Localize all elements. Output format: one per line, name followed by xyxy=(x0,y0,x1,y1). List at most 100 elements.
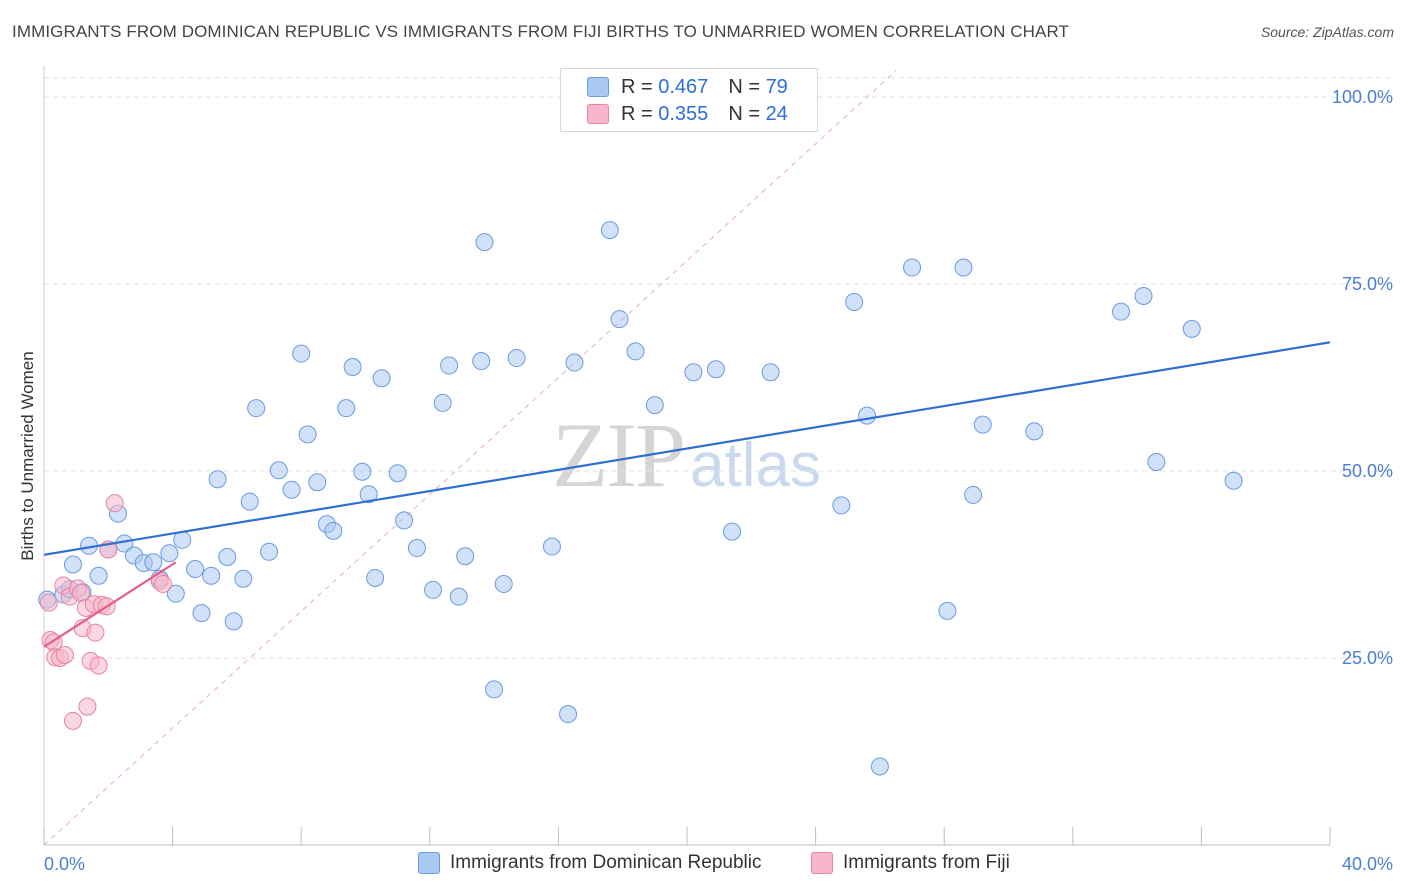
dominican-point xyxy=(63,555,82,574)
legend-n-label: N = xyxy=(728,102,760,125)
dominican-point xyxy=(247,399,266,418)
dominican-point xyxy=(337,399,356,418)
chart-title: IMMIGRANTS FROM DOMINICAN REPUBLIC VS IM… xyxy=(12,22,1070,41)
fiji-point xyxy=(153,574,172,593)
dominican-point xyxy=(202,566,221,585)
y-tick-label: 50.0% xyxy=(1342,461,1393,481)
legend-r-value: 0.355 xyxy=(658,102,709,125)
dominican-point xyxy=(166,584,185,603)
legend-r-label: R = xyxy=(621,102,653,125)
dominican-point xyxy=(938,601,957,620)
x-tick-label: 40.0% xyxy=(1342,854,1393,874)
data-points xyxy=(38,221,1243,776)
legend-row-fiji: R = 0.355 N = 24 xyxy=(587,102,788,126)
dominican-point xyxy=(359,485,378,504)
dominican-point xyxy=(706,360,725,379)
dominican-point xyxy=(645,396,664,415)
tick-labels: 25.0% 50.0% 75.0% 100.0% 0.0% 40.0% xyxy=(44,87,1393,874)
dominican-point xyxy=(224,612,243,631)
dominican-point xyxy=(366,568,385,587)
dominican-point xyxy=(494,574,513,593)
correlation-legend: R = 0.467 N = 79 R = 0.355 N = 24 xyxy=(560,68,818,132)
bottom-legend-swatch-fiji xyxy=(811,852,833,874)
dominican-point xyxy=(610,310,629,329)
fiji-point xyxy=(89,656,108,675)
dominican-point xyxy=(269,461,288,480)
trend-lines xyxy=(43,341,1331,648)
legend-n-label: N = xyxy=(728,75,760,98)
dominican-point xyxy=(440,356,459,375)
dominican-point xyxy=(282,480,301,499)
dominican-point xyxy=(324,521,343,540)
dominican-point xyxy=(388,464,407,483)
legend-n-value: 79 xyxy=(765,75,788,98)
bottom-legend-fiji: Immigrants from Fiji xyxy=(811,852,1010,874)
dominican-point xyxy=(626,342,645,361)
legend-n-value: 24 xyxy=(765,102,788,125)
dominican-point xyxy=(542,537,561,556)
dominican-point xyxy=(475,233,494,252)
dominican-point xyxy=(600,221,619,240)
legend-row-dominican: R = 0.467 N = 79 xyxy=(587,75,788,99)
dominican-point xyxy=(240,492,259,511)
fiji-point xyxy=(39,593,58,612)
grid-lines xyxy=(43,70,1392,846)
dominican-point xyxy=(424,580,443,599)
dominican-point xyxy=(723,522,742,541)
dominican-point xyxy=(858,406,877,425)
dominican-point xyxy=(507,349,526,368)
dominican-point xyxy=(964,485,983,504)
dominican-point xyxy=(845,292,864,311)
fiji-point xyxy=(63,711,82,730)
dominican-point xyxy=(761,363,780,382)
bottom-legend-swatch-dominican xyxy=(418,852,440,874)
legend-swatch-dominican xyxy=(587,77,609,97)
dominican-point xyxy=(954,258,973,277)
dominican-point xyxy=(1147,453,1166,472)
dominican-point xyxy=(395,511,414,530)
dominican-point xyxy=(559,705,578,724)
legend-swatch-fiji xyxy=(587,104,609,124)
bottom-legend-dominican: Immigrants from Dominican Republic xyxy=(418,852,762,874)
y-tick-label: 25.0% xyxy=(1342,648,1393,668)
bottom-legend-label-fiji: Immigrants from Fiji xyxy=(843,852,1010,873)
dominican-point xyxy=(407,539,426,558)
dominican-point xyxy=(353,462,372,481)
dominican-point xyxy=(186,559,205,578)
dominican-point xyxy=(1134,286,1153,305)
dominican-trend-line xyxy=(43,341,1331,556)
dominican-point xyxy=(1224,471,1243,490)
dominican-point xyxy=(89,566,108,585)
dominican-point xyxy=(1025,422,1044,441)
dominican-point xyxy=(565,353,584,372)
legend-r-label: R = xyxy=(621,75,653,98)
dominican-point xyxy=(234,569,253,588)
dominican-point xyxy=(372,369,391,388)
fiji-point xyxy=(78,697,97,716)
bottom-legend-label-dominican: Immigrants from Dominican Republic xyxy=(450,852,762,873)
source-credit: Source: ZipAtlas.com xyxy=(1260,24,1394,40)
dominican-point xyxy=(144,553,163,572)
dominican-point xyxy=(485,680,504,699)
dominican-point xyxy=(343,358,362,377)
reference-diagonal xyxy=(43,70,897,846)
dominican-point xyxy=(433,393,452,412)
dominican-point xyxy=(456,547,475,566)
dominican-point xyxy=(218,548,237,567)
dominican-point xyxy=(298,425,317,444)
fiji-point xyxy=(105,494,124,513)
dominican-point xyxy=(208,470,227,489)
dominican-point xyxy=(684,363,703,382)
axes xyxy=(43,66,1331,846)
dominican-point xyxy=(973,415,992,434)
dominican-point xyxy=(1112,302,1131,321)
fiji-trend-line xyxy=(43,561,177,648)
dominican-point xyxy=(903,258,922,277)
fiji-point xyxy=(55,646,74,665)
dominican-point xyxy=(260,542,279,561)
y-tick-label: 100.0% xyxy=(1332,87,1393,107)
dominican-point xyxy=(870,757,889,776)
y-tick-label: 75.0% xyxy=(1342,274,1393,294)
dominican-point xyxy=(1182,319,1201,338)
